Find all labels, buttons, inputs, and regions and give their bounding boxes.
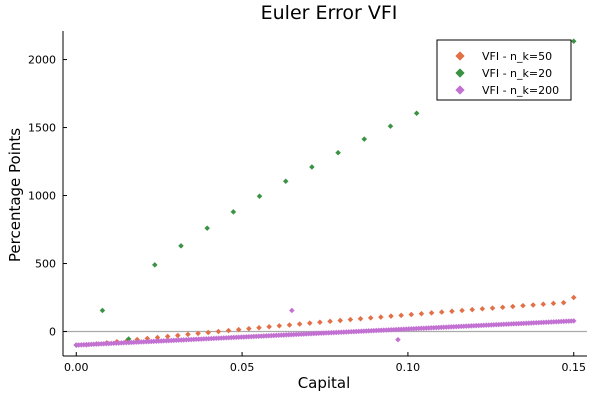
data-point — [246, 325, 252, 332]
data-point — [509, 303, 516, 310]
data-point — [235, 326, 242, 333]
data-point — [395, 336, 401, 343]
series-3 — [73, 307, 577, 348]
data-point — [499, 304, 506, 311]
data-point — [309, 164, 315, 170]
legend-marker — [455, 85, 465, 95]
data-point — [276, 322, 283, 329]
x-tick-label: 0.05 — [230, 361, 255, 374]
data-point — [418, 310, 425, 317]
data-point — [286, 322, 293, 328]
y-axis-title: Percentage Points — [6, 128, 24, 262]
data-point — [99, 307, 106, 314]
y-tick-label: 1500 — [28, 122, 56, 135]
data-point — [570, 294, 577, 301]
data-point — [489, 305, 496, 311]
data-point — [378, 314, 384, 320]
data-point — [479, 306, 486, 312]
data-point — [550, 300, 557, 307]
legend-label: VFI - n_k=200 — [482, 84, 559, 97]
data-point — [266, 323, 272, 330]
data-point — [178, 243, 184, 249]
data-point — [413, 110, 420, 117]
data-point — [367, 315, 374, 321]
data-point — [225, 327, 232, 334]
data-point — [560, 299, 567, 306]
data-point — [570, 318, 577, 324]
data-point — [306, 320, 313, 326]
legend: VFI - n_k=50 VFI - n_k=20 VFI - n_k=200 — [436, 39, 572, 101]
data-point — [530, 302, 536, 308]
y-tick-label: 500 — [35, 258, 56, 271]
data-point — [388, 313, 394, 319]
data-point — [204, 225, 210, 231]
data-point — [540, 301, 547, 308]
data-point — [357, 315, 364, 322]
y-axis: 0 500 1000 1500 2000 — [28, 54, 67, 339]
legend-label: VFI - n_k=50 — [482, 50, 552, 63]
data-points — [73, 38, 577, 348]
data-point — [408, 311, 415, 318]
y-tick-label: 1000 — [28, 190, 56, 203]
data-point — [195, 330, 201, 337]
data-point — [151, 262, 158, 268]
data-point — [205, 329, 212, 336]
data-point — [459, 307, 465, 314]
x-tick-label: 0.00 — [64, 361, 89, 374]
data-point — [215, 328, 222, 335]
data-point — [317, 319, 323, 326]
data-point — [387, 123, 394, 130]
data-point — [449, 308, 455, 315]
legend-marker — [455, 68, 465, 78]
y-tick-label: 0 — [49, 326, 56, 339]
data-point — [520, 302, 526, 309]
data-point — [282, 178, 289, 185]
x-axis: 0.00 0.05 0.10 0.15 — [64, 352, 586, 374]
data-point — [469, 306, 476, 313]
x-tick-label: 0.15 — [561, 361, 586, 374]
data-point — [428, 310, 435, 316]
data-point — [398, 312, 404, 319]
plot-frame — [62, 31, 587, 357]
legend-marker — [455, 51, 465, 61]
data-point — [347, 316, 354, 323]
legend-label: VFI - n_k=20 — [482, 67, 552, 80]
data-point — [335, 149, 341, 156]
data-point — [256, 324, 262, 331]
data-point — [327, 318, 333, 325]
chart-title: Euler Error VFI — [261, 2, 398, 24]
x-axis-title: Capital — [298, 374, 351, 392]
y-tick-label: 2000 — [28, 54, 56, 67]
data-point — [230, 209, 237, 215]
data-point — [289, 307, 295, 314]
data-point — [174, 332, 181, 339]
data-point — [570, 38, 577, 45]
x-tick-label: 0.10 — [396, 361, 421, 374]
data-point — [337, 317, 344, 324]
data-point — [296, 321, 303, 327]
data-point — [438, 309, 445, 315]
data-point — [256, 193, 263, 200]
data-point — [185, 331, 191, 338]
data-point — [361, 136, 368, 142]
